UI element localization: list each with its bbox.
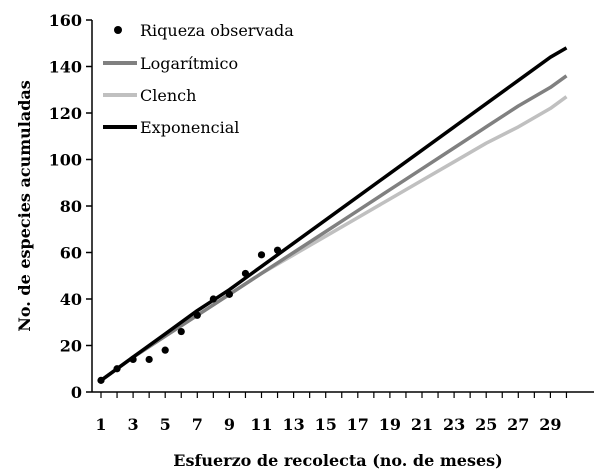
- observed-point: [145, 355, 153, 364]
- x-tick-label: 13: [282, 415, 304, 434]
- observed-points: [97, 246, 282, 384]
- y-tick-label: 100: [49, 151, 82, 170]
- x-tick-label: 23: [443, 415, 465, 434]
- legend: Riqueza observada Logarítmico Clench Exp…: [103, 21, 294, 137]
- legend-label-logaritmico: Logarítmico: [140, 54, 238, 73]
- observed-point: [225, 290, 233, 298]
- x-tick-label: 1: [95, 415, 106, 434]
- series-line-logaritmico: [99, 74, 568, 382]
- x-tick-label: 3: [128, 415, 139, 434]
- x-tick-label: 15: [315, 415, 337, 434]
- y-tick-label: 120: [49, 104, 82, 123]
- legend-label-exponencial: Exponencial: [140, 118, 239, 137]
- y-tick-label: 40: [60, 290, 82, 309]
- observed-point: [193, 311, 201, 319]
- x-tick-label: 29: [539, 415, 561, 434]
- x-tick-label: 19: [379, 415, 401, 434]
- y-tick-label: 80: [60, 197, 82, 216]
- legend-label-observed: Riqueza observada: [140, 21, 294, 40]
- x-tick-label: 11: [250, 415, 272, 434]
- x-tick-label: 9: [224, 415, 235, 434]
- y-tick-label: 20: [60, 337, 82, 356]
- y-tick-label: 140: [49, 58, 82, 77]
- observed-point: [113, 365, 121, 373]
- x-axis-title: Esfuerzo de recolecta (no. de meses): [173, 451, 503, 470]
- legend-marker-observed: [114, 26, 122, 34]
- series-line-clench: [99, 95, 568, 382]
- series-lines: [99, 46, 568, 382]
- observed-point: [241, 269, 250, 278]
- x-tick-label: 5: [160, 415, 171, 434]
- y-tick-label: 160: [49, 11, 82, 30]
- series-line-exponencial: [99, 46, 568, 382]
- x-tick-label: 7: [192, 415, 203, 434]
- observed-point: [161, 346, 169, 354]
- x-tick-label: 25: [475, 415, 497, 434]
- observed-point: [129, 355, 137, 364]
- y-tick-label: 0: [71, 383, 82, 402]
- y-tick-label: 60: [60, 244, 82, 263]
- observed-point: [273, 246, 282, 254]
- observed-point: [177, 327, 185, 336]
- observed-point: [257, 251, 266, 259]
- observed-point: [97, 376, 105, 384]
- y-axis-title: No. de especies acumuladas: [15, 80, 34, 332]
- legend-label-clench: Clench: [140, 86, 196, 105]
- x-tick-label: 21: [411, 415, 433, 434]
- observed-point: [209, 295, 217, 303]
- x-tick-label: 17: [347, 415, 369, 434]
- x-tick-label: 27: [507, 415, 529, 434]
